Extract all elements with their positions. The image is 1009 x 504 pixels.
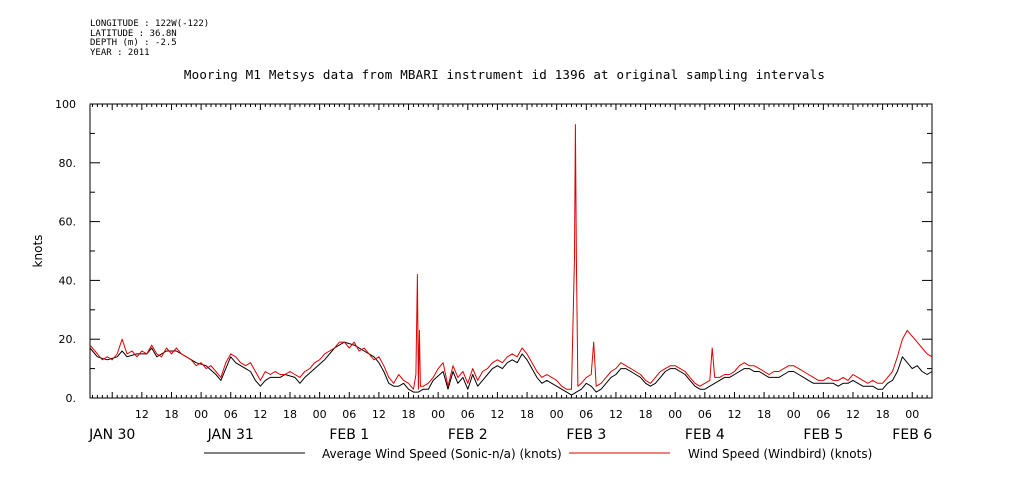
- x-tick-label: 12: [253, 408, 267, 421]
- x-tick-label: 12: [727, 408, 741, 421]
- y-tick-label: 20.: [59, 333, 77, 346]
- x-tick-label: 18: [639, 408, 653, 421]
- y-axis-label: knots: [31, 235, 45, 268]
- chart-title: Mooring M1 Metsys data from MBARI instru…: [183, 67, 826, 82]
- x-tick-label: 18: [520, 408, 534, 421]
- latitude-label: LATITUDE : 36.8N: [90, 28, 177, 39]
- x-date-label: FEB 6: [892, 427, 932, 443]
- series-average-line: [89, 341, 933, 396]
- x-tick-label: 12: [135, 408, 149, 421]
- x-tick-label: 00: [668, 408, 682, 421]
- x-tick-label: 12: [372, 408, 386, 421]
- series-windbird-line: [89, 124, 933, 390]
- legend-label-average: Average Wind Speed (Sonic-n/a) (knots): [322, 447, 562, 461]
- legend: Average Wind Speed (Sonic-n/a) (knots) W…: [204, 447, 872, 461]
- y-tick-label: 40.: [59, 274, 77, 287]
- y-tick-label: 60.: [59, 216, 77, 229]
- x-tick-label: 00: [905, 408, 919, 421]
- x-tick-label: 18: [876, 408, 890, 421]
- x-tick-label: 06: [698, 408, 712, 421]
- x-tick-label: 00: [550, 408, 564, 421]
- x-tick-label: 06: [816, 408, 830, 421]
- x-tick-label: 06: [342, 408, 356, 421]
- x-date-label: FEB 4: [685, 427, 725, 443]
- x-date-label: JAN 30: [88, 427, 135, 443]
- x-date-label: FEB 1: [329, 427, 369, 443]
- x-tick-label: 18: [283, 408, 297, 421]
- axis-labels: 0. 20. 40. 60. 80. 100 12 18 00 06 12 18 00 06 12 18 00 0…: [55, 98, 932, 443]
- metadata-block: LONGITUDE : 122W(-122) LATITUDE : 36.8N …: [90, 19, 210, 58]
- axis-ticks: [90, 103, 933, 399]
- x-tick-label: 06: [224, 408, 238, 421]
- y-tick-label: 100: [55, 98, 76, 111]
- y-tick-label: 0.: [66, 392, 77, 405]
- longitude-label: LONGITUDE : 122W(-122): [90, 19, 210, 29]
- x-tick-label: 18: [757, 408, 771, 421]
- x-tick-label: 00: [787, 408, 801, 421]
- x-tick-label: 12: [490, 408, 504, 421]
- x-date-label: FEB 2: [448, 427, 488, 443]
- series-layer: [89, 124, 933, 396]
- plot-frame: [89, 103, 933, 399]
- legend-label-windbird: Wind Speed (Windbird) (knots): [688, 447, 872, 461]
- x-tick-label: 06: [579, 408, 593, 421]
- depth-label: DEPTH (m) : -2.5: [90, 38, 177, 48]
- x-tick-label: 18: [164, 408, 178, 421]
- x-date-label: FEB 3: [566, 427, 606, 443]
- x-tick-label: 06: [461, 408, 475, 421]
- x-tick-label: 00: [431, 408, 445, 421]
- x-tick-label: 18: [402, 408, 416, 421]
- y-tick-label: 80.: [59, 157, 77, 170]
- x-date-label: FEB 5: [803, 427, 843, 443]
- x-tick-label: 12: [846, 408, 860, 421]
- x-tick-label: 00: [313, 408, 327, 421]
- x-tick-label: 12: [609, 408, 623, 421]
- x-tick-label: 00: [194, 408, 208, 421]
- year-label: YEAR : 2011: [90, 47, 150, 58]
- x-date-label: JAN 31: [207, 427, 254, 443]
